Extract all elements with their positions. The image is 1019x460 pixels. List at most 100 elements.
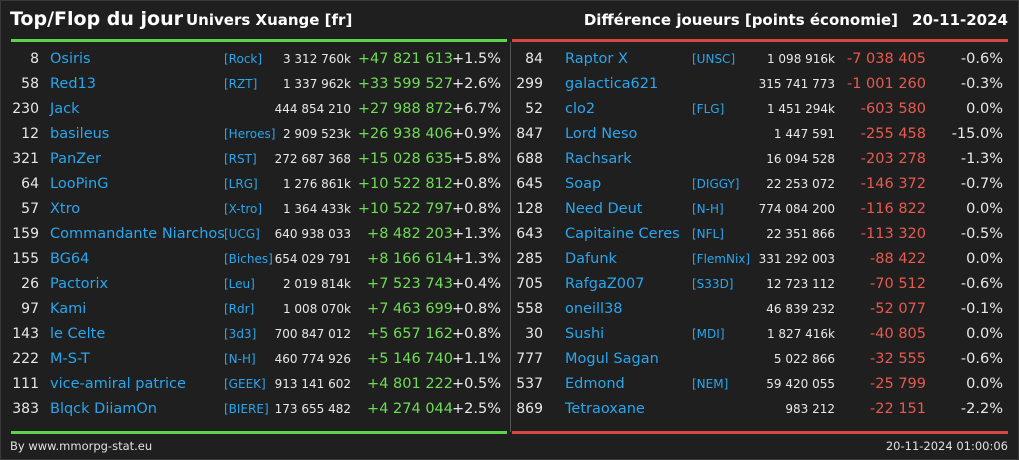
percent-change: +0.4%	[452, 276, 501, 292]
player-name-link[interactable]: Osiris	[50, 51, 91, 67]
alliance-tag-link[interactable]: [FLG]	[692, 102, 725, 116]
points-difference: +27 988 872	[357, 101, 453, 117]
player-name-link[interactable]: Raptor X	[565, 51, 628, 67]
player-points: 654 029 791	[274, 252, 351, 266]
flop-row: 645 Soap [DIGGY] 22 253 072 -146 372 -0.7%	[510, 172, 1019, 197]
percent-change: +2.5%	[452, 401, 501, 417]
player-points: 700 847 012	[274, 327, 351, 341]
percent-change: 0.0%	[966, 376, 1003, 392]
flop-row: 777 Mogul Sagan 5 022 866 -32 555 -0.6%	[510, 347, 1019, 372]
player-name-link[interactable]: clo2	[565, 101, 596, 117]
player-rank: 688	[516, 151, 543, 167]
player-points: 315 741 773	[758, 77, 835, 91]
points-difference: +33 599 527	[357, 76, 453, 92]
points-difference: -88 422	[870, 251, 926, 267]
alliance-tag-link[interactable]: [Heroes]	[224, 127, 276, 141]
alliance-tag-link[interactable]: [DIGGY]	[692, 177, 740, 191]
percent-change: +0.8%	[452, 176, 501, 192]
player-name-link[interactable]: Sushi	[565, 326, 605, 342]
player-name-link[interactable]: Jack	[50, 101, 80, 117]
player-name-link[interactable]: RafgaZ007	[565, 276, 645, 292]
alliance-tag-link[interactable]: [MDI]	[692, 327, 725, 341]
player-rank: 12	[21, 126, 39, 142]
player-rank: 645	[516, 176, 543, 192]
player-name-link[interactable]: basileus	[50, 126, 110, 142]
top-row: 321 PanZer [RST] 272 687 368 +15 028 635 +5.8…	[0, 147, 510, 172]
alliance-tag-link[interactable]: [NFL]	[692, 227, 724, 241]
player-name-link[interactable]: LooPinG	[50, 176, 109, 192]
player-name-link[interactable]: Pactorix	[50, 276, 109, 292]
percent-change: -2.2%	[960, 401, 1003, 417]
alliance-tag-link[interactable]: [GEEK]	[224, 377, 266, 391]
player-name-link[interactable]: Capitaine Ceres	[565, 226, 680, 242]
player-rank: 777	[516, 351, 543, 367]
top-row: 26 Pactorix [Leu] 2 019 814k +7 523 743 +0.4%	[0, 272, 510, 297]
player-points: 460 774 926	[274, 352, 351, 366]
alliance-tag-link[interactable]: [NEM]	[692, 377, 729, 391]
player-rank: 383	[12, 401, 39, 417]
percent-change: +2.6%	[452, 76, 501, 92]
player-name-link[interactable]: Dafunk	[565, 251, 617, 267]
player-name-link[interactable]: Kami	[50, 301, 87, 317]
alliance-tag-link[interactable]: [X-tro]	[224, 202, 263, 216]
player-name-link[interactable]: Tetraoxane	[565, 401, 645, 417]
alliance-tag-link[interactable]: [RST]	[224, 152, 257, 166]
alliance-tag-link[interactable]: [N-H]	[692, 202, 724, 216]
points-difference: +10 522 797	[357, 201, 453, 217]
player-name-link[interactable]: vice-amiral patrice	[50, 376, 186, 392]
player-name-link[interactable]: M-S-T	[50, 351, 90, 367]
alliance-tag-link[interactable]: [N-H]	[224, 352, 256, 366]
points-difference: -603 580	[860, 101, 926, 117]
points-difference: -203 278	[860, 151, 926, 167]
percent-change: 0.0%	[966, 201, 1003, 217]
points-difference: -22 151	[870, 401, 926, 417]
player-name-link[interactable]: le Celte	[50, 326, 106, 342]
column-divider	[510, 42, 511, 432]
player-points: 1 827 416k	[766, 327, 835, 341]
player-points: 774 084 200	[758, 202, 835, 216]
alliance-tag-link[interactable]: [3d3]	[224, 327, 257, 341]
alliance-tag-link[interactable]: [FlemNix]	[692, 252, 751, 266]
player-name-link[interactable]: Lord Neso	[565, 126, 638, 142]
flop-row: 869 Tetraoxane 983 212 -22 151 -2.2%	[510, 397, 1019, 422]
player-name-link[interactable]: galactica621	[565, 76, 659, 92]
player-points: 1 447 591	[773, 127, 835, 141]
player-name-link[interactable]: Rachsark	[565, 151, 632, 167]
player-name-link[interactable]: BG64	[50, 251, 90, 267]
player-name-link[interactable]: Xtro	[50, 201, 81, 217]
alliance-tag-link[interactable]: [Leu]	[224, 277, 255, 291]
alliance-tag-link[interactable]: [S33D]	[692, 277, 734, 291]
alliance-tag-link[interactable]: [UCG]	[224, 227, 260, 241]
player-name-link[interactable]: Soap	[565, 176, 602, 192]
player-name-link[interactable]: Blqck DiiamOn	[50, 401, 157, 417]
player-points: 983 212	[785, 402, 835, 416]
flop-row: 705 RafgaZ007 [S33D] 12 723 112 -70 512 -0.6%	[510, 272, 1019, 297]
player-name-link[interactable]: Commandante Niarchos	[50, 226, 225, 242]
player-name-link[interactable]: oneill38	[565, 301, 623, 317]
alliance-tag-link[interactable]: [BIERE]	[224, 402, 269, 416]
top-row: 222 M-S-T [N-H] 460 774 926 +5 146 740 +1.1%	[0, 347, 510, 372]
player-name-link[interactable]: Red13	[50, 76, 96, 92]
header-date: 20-11-2024	[912, 11, 1008, 29]
player-rank: 8	[30, 51, 39, 67]
percent-change: -0.6%	[960, 51, 1003, 67]
top-row: 97 Kami [Rdr] 1 008 070k +7 463 699 +0.8%	[0, 297, 510, 322]
points-difference: +4 274 044	[367, 401, 453, 417]
player-name-link[interactable]: Mogul Sagan	[565, 351, 659, 367]
alliance-tag-link[interactable]: [Biches]	[224, 252, 273, 266]
player-name-link[interactable]: PanZer	[50, 151, 101, 167]
universe-label: Univers Xuange [fr]	[186, 11, 353, 29]
player-points: 5 022 866	[773, 352, 835, 366]
alliance-tag-link[interactable]: [LRG]	[224, 177, 258, 191]
alliance-tag-link[interactable]: [RZT]	[224, 77, 258, 91]
player-name-link[interactable]: Need Deut	[565, 201, 643, 217]
top-accent-bar	[11, 39, 507, 42]
flop-row: 299 galactica621 315 741 773 -1 001 260 -0.3…	[510, 72, 1019, 97]
points-difference: -255 458	[860, 126, 926, 142]
percent-change: +0.8%	[452, 326, 501, 342]
alliance-tag-link[interactable]: [Rock]	[224, 52, 263, 66]
top-row: 143 le Celte [3d3] 700 847 012 +5 657 162 +0.…	[0, 322, 510, 347]
player-name-link[interactable]: Edmond	[565, 376, 625, 392]
alliance-tag-link[interactable]: [Rdr]	[224, 302, 255, 316]
alliance-tag-link[interactable]: [UNSC]	[692, 52, 736, 66]
